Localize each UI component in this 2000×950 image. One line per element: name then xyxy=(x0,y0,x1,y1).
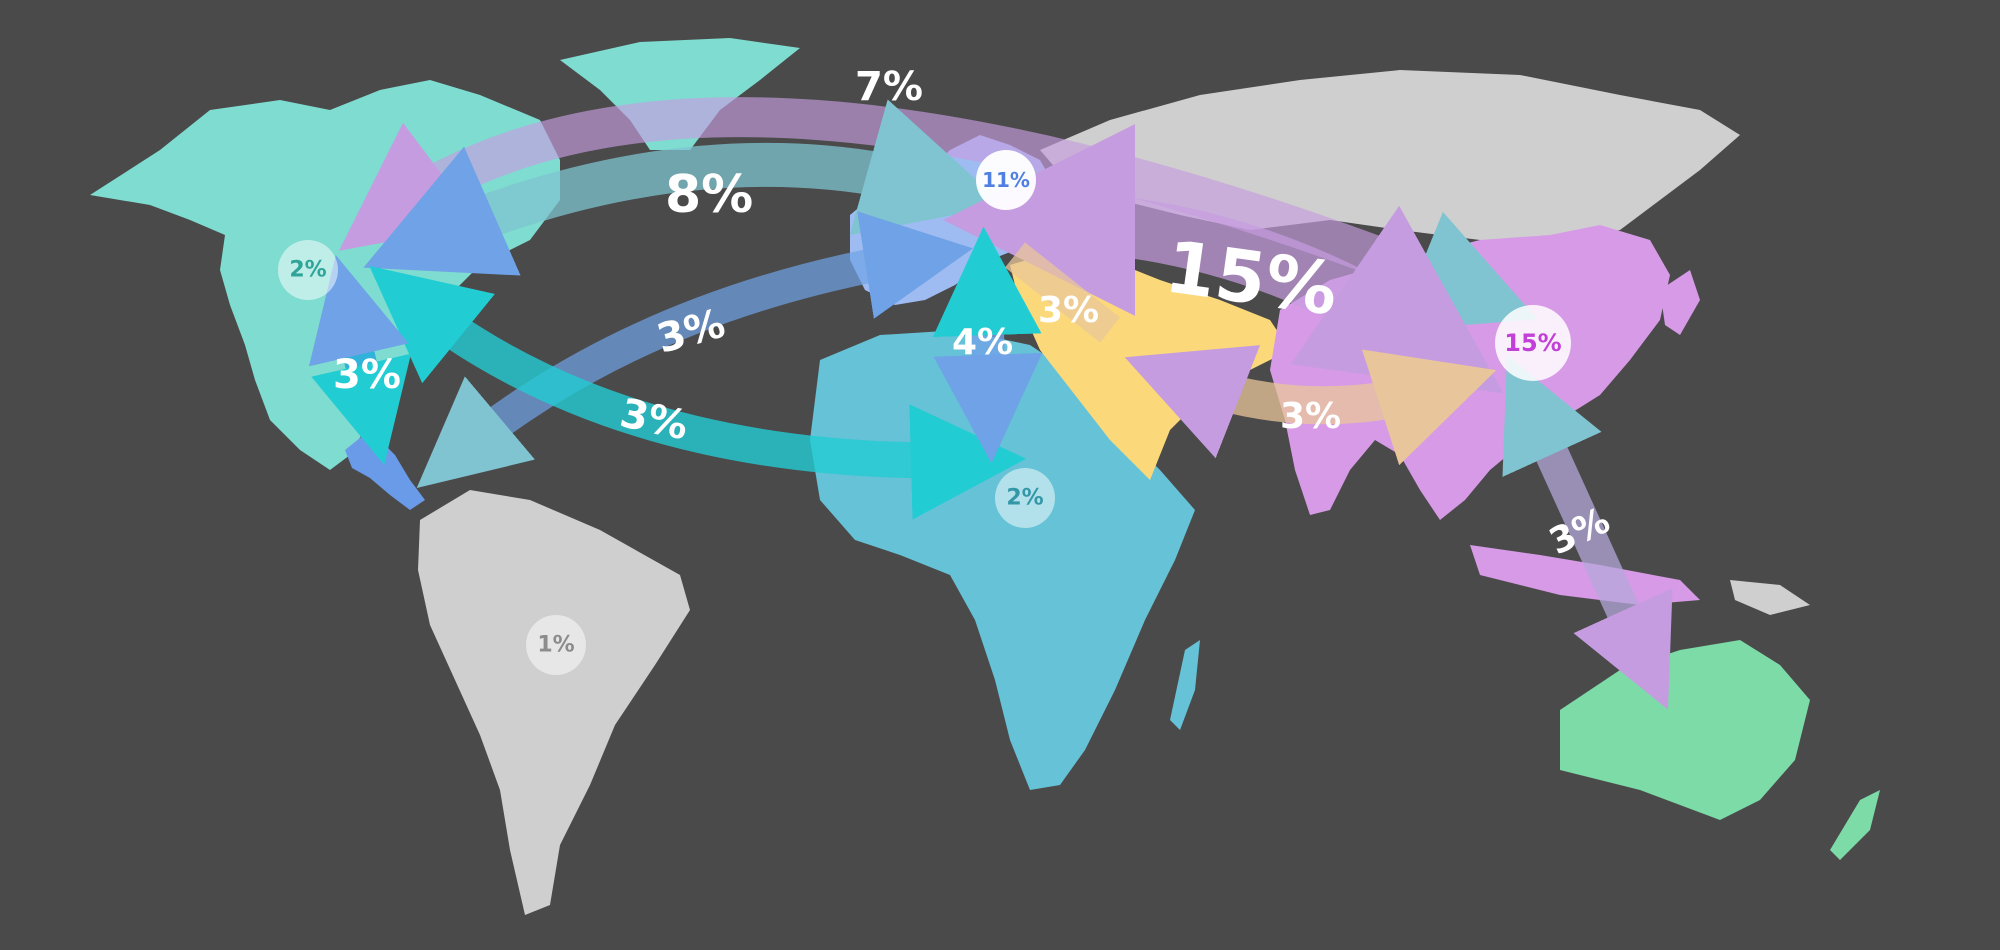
region-badges: 2% 1% 11% 2% 15% xyxy=(278,150,1571,675)
flow-arrow-europe-middle-east xyxy=(1005,242,1120,343)
region-badge-africa: 2% xyxy=(995,468,1055,528)
flow-arrow-north-america-central-america xyxy=(308,255,412,465)
flow-arrow-north-america-africa xyxy=(369,265,1027,520)
region-label-africa: 2% xyxy=(1006,486,1043,511)
flow-arrow-middle-east-china xyxy=(1124,345,1497,466)
flow-labels: 7% 8% 15% 3% 3% 3% 4% 3% 3% 3% xyxy=(333,64,1616,563)
badge-circle xyxy=(526,615,586,675)
flow-label-europe-africa: 4% xyxy=(952,322,1013,363)
flow-label-north-america-china: 7% xyxy=(855,64,923,110)
flow-label-middle-east-china: 3% xyxy=(1280,396,1341,437)
japan-shape xyxy=(1660,270,1700,335)
region-label-south-america: 1% xyxy=(537,633,574,658)
badge-circle xyxy=(995,468,1055,528)
region-badge-north-america: 2% xyxy=(278,240,338,300)
madagascar-shape xyxy=(1170,640,1200,730)
flow-label-europe-middle-east: 3% xyxy=(1038,290,1099,331)
region-label-europe: 11% xyxy=(982,168,1030,192)
greenland-shape xyxy=(560,38,800,150)
flow-arrow-europe-africa xyxy=(932,226,1043,464)
flow-label-north-america-africa: 3% xyxy=(616,390,692,449)
papua-shape xyxy=(1730,580,1810,615)
flow-arrow-europe-china xyxy=(943,124,1504,394)
australia-shape xyxy=(1560,640,1810,820)
flow-layer xyxy=(308,97,1673,710)
flow-arrow-china-australia xyxy=(1502,355,1673,710)
flow-label-europe-central-america: 3% xyxy=(652,301,730,363)
flow-label-north-america-central-america: 3% xyxy=(333,352,401,398)
south-america-shape xyxy=(418,490,690,915)
region-label-china: 15% xyxy=(1504,329,1561,357)
region-badge-south-america: 1% xyxy=(526,615,586,675)
badge-circle xyxy=(278,240,338,300)
region-badge-china: 15% xyxy=(1495,305,1571,381)
new-zealand-shape xyxy=(1830,790,1880,860)
badge-circle xyxy=(1495,305,1571,381)
badge-circle xyxy=(976,150,1036,210)
region-badge-europe: 11% xyxy=(976,150,1036,210)
flow-label-europe-north-america: 8% xyxy=(665,165,753,225)
central-america-shape xyxy=(345,430,425,510)
region-label-north-america: 2% xyxy=(289,258,326,283)
